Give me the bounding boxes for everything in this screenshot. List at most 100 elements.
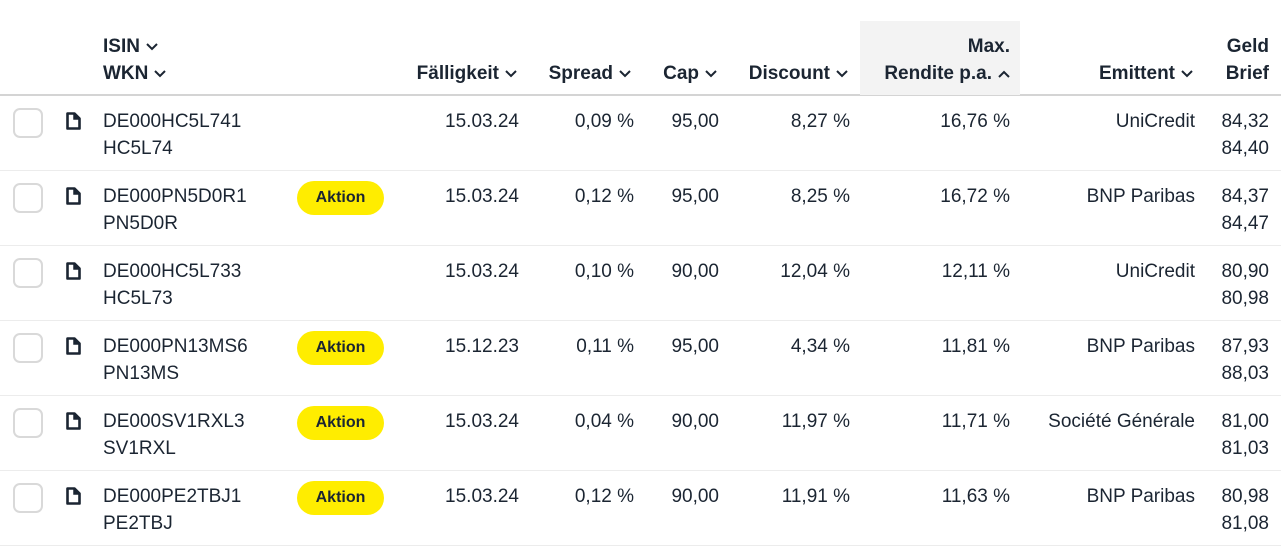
discount-label: Discount	[748, 63, 830, 84]
spread: 0,10 %	[574, 261, 634, 282]
brief: 84,40	[1221, 138, 1269, 159]
wkn-label: WKN	[103, 63, 149, 84]
isin[interactable]: DE000PN13MS6	[103, 336, 248, 357]
discount: 4,34 %	[790, 336, 850, 357]
sort-spread[interactable]: Spread	[549, 60, 631, 87]
faelligkeit: 15.03.24	[445, 486, 519, 507]
geld-brief-cell: 87,93 88,03	[1221, 333, 1269, 387]
table-row[interactable]: DE000PN13MS6 PN13MS Aktion 15.12.23 0,11 …	[0, 321, 1281, 396]
sort-rendite[interactable]: Max. Rendite p.a.	[884, 33, 1010, 87]
wkn: SV1RXL	[103, 438, 176, 459]
isin-wkn-cell[interactable]: DE000PN13MS6 PN13MS	[103, 333, 248, 387]
wkn: HC5L73	[103, 288, 173, 309]
cap: 90,00	[671, 411, 719, 432]
isin[interactable]: DE000PE2TBJ1	[103, 486, 242, 507]
document-icon[interactable]	[66, 262, 81, 280]
row-checkbox[interactable]	[13, 108, 43, 138]
wkn: PN13MS	[103, 363, 180, 384]
isin-wkn-cell[interactable]: DE000SV1RXL3 SV1RXL	[103, 408, 245, 462]
table-row[interactable]: DE000PE2TBJ1 PE2TBJ Aktion 15.03.24 0,12 …	[0, 471, 1281, 546]
aktion-badge: Aktion	[297, 181, 384, 215]
row-checkbox[interactable]	[13, 483, 43, 513]
document-icon[interactable]	[66, 187, 81, 205]
isin-wkn-cell[interactable]: DE000HC5L733 HC5L73	[103, 258, 241, 312]
spread: 0,12 %	[574, 186, 634, 207]
chevron-down-icon	[154, 70, 167, 78]
cap: 90,00	[671, 261, 719, 282]
isin-wkn-cell[interactable]: DE000HC5L741 HC5L74	[103, 108, 241, 162]
document-icon[interactable]	[66, 112, 81, 130]
isin-wkn-cell[interactable]: DE000PE2TBJ1 PE2TBJ	[103, 483, 241, 537]
chevron-down-icon	[619, 70, 631, 78]
sort-faelligkeit[interactable]: Fälligkeit	[417, 60, 517, 87]
wkn: PN5D0R	[103, 213, 178, 234]
document-icon[interactable]	[66, 412, 81, 430]
cap: 95,00	[671, 336, 719, 357]
max-rendite: 11,63 %	[941, 486, 1010, 507]
row-checkbox[interactable]	[13, 408, 43, 438]
table-row[interactable]: DE000PN5D0R1 PN5D0R Aktion 15.03.24 0,12 …	[0, 171, 1281, 246]
faelligkeit: 15.03.24	[445, 411, 519, 432]
rendite-label-1: Max.	[967, 36, 1010, 57]
sort-emittent[interactable]: Emittent	[1099, 60, 1193, 87]
cap-label: Cap	[663, 63, 699, 84]
spread: 0,04 %	[574, 411, 634, 432]
isin-label: ISIN	[103, 36, 140, 57]
chevron-down-icon	[505, 70, 517, 78]
isin[interactable]: DE000HC5L741	[103, 111, 242, 132]
geld: 81,00	[1221, 411, 1269, 432]
table-header: ISIN WKN Fälligkeit Spread Cap Discount …	[0, 0, 1281, 96]
brief-label: Brief	[1225, 63, 1269, 84]
aktion-badge: Aktion	[297, 481, 384, 515]
isin[interactable]: DE000HC5L733	[103, 261, 242, 282]
discount: 8,27 %	[790, 111, 850, 132]
emittent: BNP Paribas	[1086, 186, 1195, 207]
document-icon[interactable]	[66, 337, 81, 355]
chevron-down-icon	[146, 43, 158, 51]
sort-wkn[interactable]: WKN	[103, 60, 167, 87]
spread: 0,12 %	[574, 486, 634, 507]
brief: 80,98	[1221, 288, 1269, 309]
cap: 95,00	[671, 111, 719, 132]
spread: 0,11 %	[576, 336, 634, 357]
emittent: UniCredit	[1115, 111, 1195, 132]
faelligkeit-label: Fälligkeit	[416, 63, 499, 84]
wkn: HC5L74	[103, 138, 173, 159]
discount: 11,97 %	[781, 411, 850, 432]
isin-wkn-cell[interactable]: DE000PN5D0R1 PN5D0R	[103, 183, 247, 237]
sort-isin[interactable]: ISIN	[103, 33, 158, 60]
row-checkbox[interactable]	[13, 183, 43, 213]
document-icon[interactable]	[66, 487, 81, 505]
emittent: BNP Paribas	[1086, 336, 1195, 357]
faelligkeit: 15.03.24	[445, 186, 519, 207]
sort-cap[interactable]: Cap	[663, 60, 717, 87]
emittent-label: Emittent	[1099, 63, 1175, 84]
geld-brief-cell: 81,00 81,03	[1221, 408, 1269, 462]
isin[interactable]: DE000PN5D0R1	[103, 186, 247, 207]
geld: 80,98	[1221, 486, 1269, 507]
table-row[interactable]: DE000SV1RXL3 SV1RXL Aktion 15.03.24 0,04 …	[0, 396, 1281, 471]
sort-discount[interactable]: Discount	[749, 60, 848, 87]
faelligkeit: 15.03.24	[445, 261, 519, 282]
geld: 84,32	[1221, 111, 1269, 132]
brief: 84,47	[1221, 213, 1269, 234]
row-checkbox[interactable]	[13, 333, 43, 363]
discount: 8,25 %	[790, 186, 850, 207]
table-row[interactable]: DE000HC5L741 HC5L74 15.03.24 0,09 % 95,00…	[0, 96, 1281, 171]
geld-brief-cell: 84,37 84,47	[1221, 183, 1269, 237]
brief: 81,08	[1221, 513, 1269, 534]
discount: 11,91 %	[781, 486, 850, 507]
chevron-down-icon	[1181, 70, 1193, 78]
row-checkbox[interactable]	[13, 258, 43, 288]
faelligkeit: 15.12.23	[445, 336, 519, 357]
aktion-badge: Aktion	[297, 406, 384, 440]
isin[interactable]: DE000SV1RXL3	[103, 411, 245, 432]
chevron-up-icon	[998, 70, 1010, 78]
max-rendite: 16,72 %	[940, 186, 1010, 207]
table-row[interactable]: DE000HC5L733 HC5L73 15.03.24 0,10 % 90,00…	[0, 246, 1281, 321]
cap: 90,00	[671, 486, 719, 507]
geld-brief-cell: 80,90 80,98	[1221, 258, 1269, 312]
geld-label: Geld	[1226, 36, 1269, 57]
max-rendite: 11,81 %	[941, 336, 1010, 357]
emittent: UniCredit	[1115, 261, 1195, 282]
